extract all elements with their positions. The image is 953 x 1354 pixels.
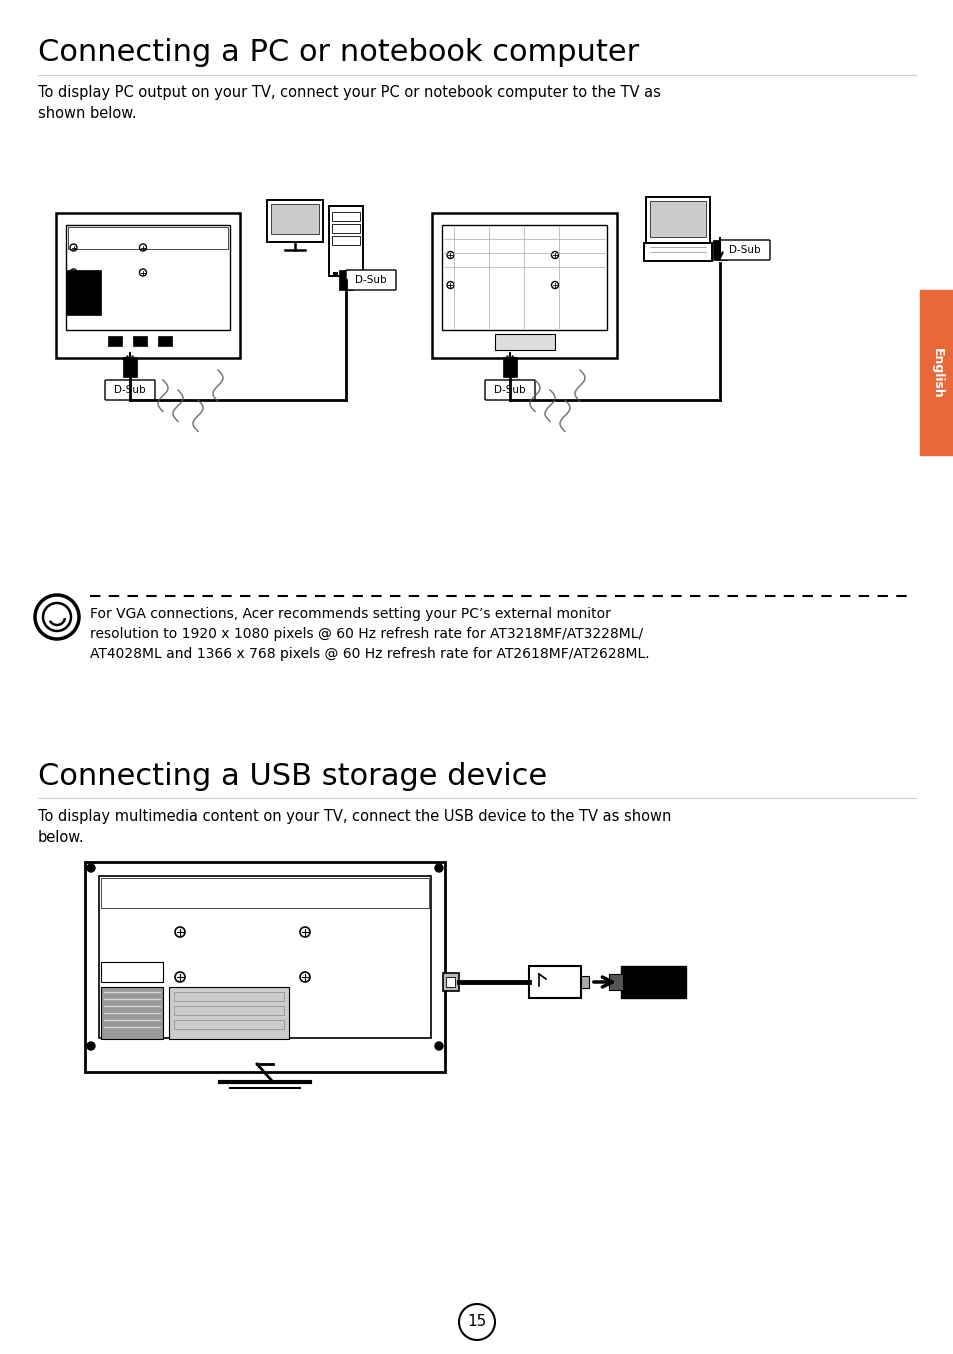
Text: To display multimedia content on your TV, connect the USB device to the TV as sh: To display multimedia content on your TV… xyxy=(38,808,671,845)
Bar xyxy=(267,200,323,242)
Circle shape xyxy=(87,864,95,872)
Bar xyxy=(332,223,359,233)
Circle shape xyxy=(435,1043,442,1049)
Bar xyxy=(608,974,622,990)
Text: Connecting a PC or notebook computer: Connecting a PC or notebook computer xyxy=(38,38,639,66)
Bar xyxy=(351,272,355,276)
Bar xyxy=(169,987,289,1039)
Circle shape xyxy=(87,1043,95,1049)
Bar xyxy=(333,272,337,276)
Bar xyxy=(173,1006,284,1016)
Text: D-Sub: D-Sub xyxy=(494,385,525,395)
Bar xyxy=(66,269,100,315)
FancyBboxPatch shape xyxy=(346,269,395,290)
Bar xyxy=(332,236,359,245)
Bar xyxy=(173,992,284,1001)
FancyBboxPatch shape xyxy=(484,380,535,399)
Bar xyxy=(158,336,172,345)
Text: Connecting a USB storage device: Connecting a USB storage device xyxy=(38,762,547,791)
Bar xyxy=(580,976,588,988)
Text: D-Sub: D-Sub xyxy=(728,245,760,255)
Text: D-Sub: D-Sub xyxy=(355,275,386,284)
Bar xyxy=(495,333,555,349)
Bar xyxy=(173,1020,284,1029)
Bar xyxy=(271,204,318,234)
Bar xyxy=(442,225,607,329)
Bar xyxy=(66,225,231,329)
Bar xyxy=(101,877,429,909)
Bar xyxy=(101,987,163,1039)
Bar xyxy=(343,272,348,276)
Bar xyxy=(68,226,229,249)
Bar xyxy=(620,965,685,998)
Bar xyxy=(123,357,137,376)
Text: For VGA connections, Acer recommends setting your PC’s external monitor
resoluti: For VGA connections, Acer recommends set… xyxy=(90,607,649,661)
Bar xyxy=(529,965,580,998)
Bar xyxy=(99,876,431,1039)
FancyBboxPatch shape xyxy=(720,240,769,260)
Text: 15: 15 xyxy=(467,1315,486,1330)
Bar xyxy=(645,196,709,242)
Bar xyxy=(132,336,147,345)
Bar xyxy=(55,213,240,357)
Bar xyxy=(329,206,363,276)
Circle shape xyxy=(435,864,442,872)
Text: D-Sub: D-Sub xyxy=(114,385,146,395)
Text: To display PC output on your TV, connect your PC or notebook computer to the TV : To display PC output on your TV, connect… xyxy=(38,85,660,121)
Bar xyxy=(643,242,711,261)
Bar xyxy=(332,213,359,221)
Bar xyxy=(649,200,705,237)
Text: English: English xyxy=(929,348,943,398)
Bar xyxy=(338,269,353,290)
Bar xyxy=(502,357,517,376)
Bar xyxy=(432,213,617,357)
Bar xyxy=(446,978,455,987)
Bar xyxy=(442,974,458,991)
Bar xyxy=(919,290,953,455)
FancyBboxPatch shape xyxy=(105,380,154,399)
Bar xyxy=(85,862,444,1072)
Bar xyxy=(108,336,122,345)
Bar xyxy=(712,240,726,260)
Bar xyxy=(101,961,163,982)
